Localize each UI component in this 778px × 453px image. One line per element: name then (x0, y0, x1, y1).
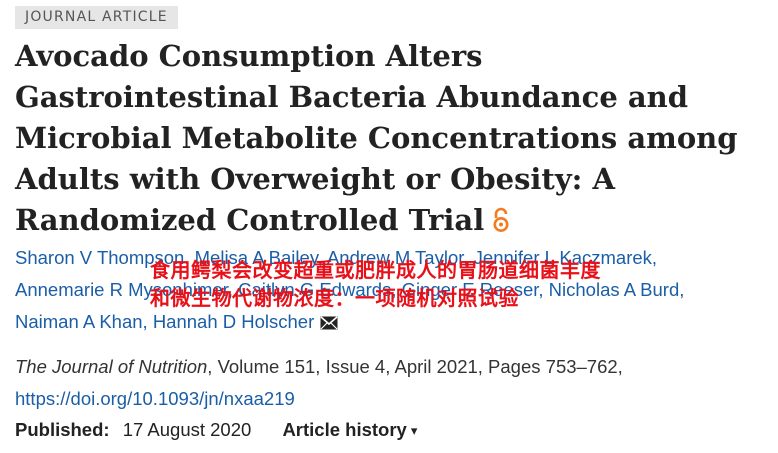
author-link[interactable]: Ginger E Reeser (401, 279, 539, 300)
author-link[interactable]: Melisa A Bailey (194, 247, 318, 268)
author-link[interactable]: Caitlyn G Edwards (238, 279, 392, 300)
citation: The Journal of Nutrition, Volume 151, Is… (15, 351, 765, 415)
article-history-label: Article history (282, 419, 407, 440)
citation-details: , Volume 151, Issue 4, April 2021, Pages… (207, 356, 623, 377)
article-history-toggle[interactable]: Article history ▾ (282, 419, 417, 440)
journal-name: The Journal of Nutrition (15, 356, 208, 377)
author-link[interactable]: Jennifer L Kaczmarek (473, 247, 652, 268)
article-title-text: Avocado Consumption Alters Gastrointesti… (15, 39, 738, 237)
author-link[interactable]: Nicholas A Burd (548, 279, 680, 300)
chevron-down-icon: ▾ (410, 423, 418, 438)
author-list: Sharon V Thompson, Melisa A Bailey, Andr… (15, 242, 715, 340)
author-link[interactable]: Annemarie R Mysonhimer (15, 279, 228, 300)
published-date: 17 August 2020 (122, 419, 252, 440)
translation-line: 食用鳄梨会改变超重或肥胖成人的胃肠道细菌丰度 (150, 258, 601, 282)
translation-overlay: 食用鳄梨会改变超重或肥胖成人的胃肠道细菌丰度 和微生物代谢物浓度：一项随机对照试… (150, 256, 750, 312)
author-link[interactable]: Andrew M Taylor (326, 247, 464, 268)
envelope-icon[interactable] (320, 308, 338, 340)
author-link[interactable]: Naiman A Khan (15, 311, 143, 332)
article-type-badge: JOURNAL ARTICLE (15, 6, 178, 29)
translation-line: 和微生物代谢物浓度：一项随机对照试验 (150, 286, 519, 310)
publication-info: Published: 17 August 2020 Article histor… (15, 415, 417, 445)
published-label: Published: (15, 419, 110, 440)
doi-link[interactable]: https://doi.org/10.1093/jn/nxaa219 (15, 388, 295, 409)
author-link[interactable]: Sharon V Thompson (15, 247, 185, 268)
article-title: Avocado Consumption Alters Gastrointesti… (15, 36, 755, 244)
open-access-icon (492, 203, 510, 244)
author-link[interactable]: Hannah D Holscher (152, 311, 315, 332)
